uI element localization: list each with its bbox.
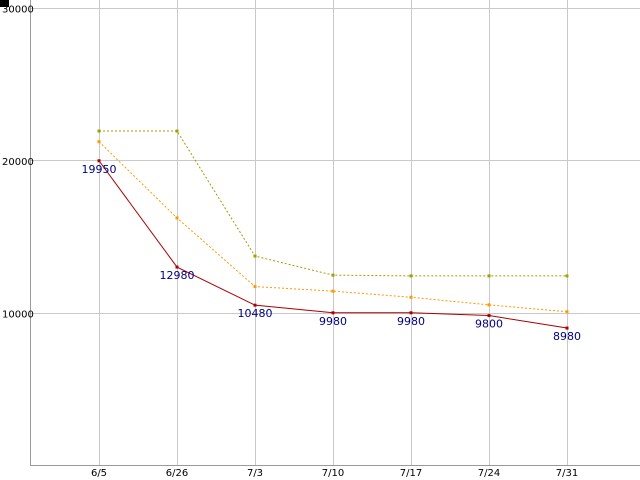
x-tick-label: 7/24: [478, 468, 500, 479]
price-orange-dashed-point-marker: [331, 289, 335, 293]
point-value-label: 19950: [82, 163, 117, 176]
x-tick-label: 7/10: [322, 468, 344, 479]
price-red-solid-point-marker: [487, 314, 491, 318]
y-tick-label: 20000: [2, 157, 34, 168]
price-orange-dashed-point-marker: [409, 295, 413, 299]
point-value-label: 8980: [553, 330, 581, 343]
point-value-label: 9800: [475, 318, 503, 331]
point-value-label: 10480: [238, 307, 273, 320]
price-olive-dashed-point-marker: [487, 274, 491, 278]
x-tick-label: 6/26: [166, 468, 188, 479]
price-olive-dashed-point-marker: [409, 274, 413, 278]
price-olive-dashed-point-marker: [331, 273, 335, 277]
price-orange-dashed-point-marker: [253, 285, 257, 289]
point-value-label: 9980: [319, 315, 347, 328]
price-olive-dashed-point-marker: [253, 254, 257, 258]
x-tick-label: 6/5: [91, 468, 107, 479]
point-value-label: 12980: [160, 269, 195, 282]
x-tick-label: 7/3: [247, 468, 263, 479]
price-olive-dashed-point-marker: [97, 129, 101, 133]
price-orange-dashed-point-marker: [565, 310, 569, 314]
price-red-solid-point-marker: [253, 303, 257, 307]
y-tick-label: 30000: [2, 5, 34, 16]
price-red-solid-point-marker: [331, 311, 335, 315]
corner-marker: [0, 0, 9, 7]
price-olive-dashed-point-marker: [175, 129, 179, 133]
price-red-solid-point-marker: [565, 326, 569, 330]
point-value-label: 9980: [397, 315, 425, 328]
price-red-solid-point-marker: [97, 159, 101, 163]
x-tick-label: 7/31: [556, 468, 578, 479]
price-olive-dashed-point-marker: [565, 274, 569, 278]
x-tick-label: 7/17: [400, 468, 422, 479]
price-orange-dashed-point-marker: [97, 140, 101, 144]
price-red-solid-point-marker: [175, 265, 179, 269]
y-tick-label: 10000: [2, 310, 34, 321]
price-red-solid-point-marker: [409, 311, 413, 315]
price-orange-dashed-point-marker: [487, 303, 491, 307]
price-orange-dashed-point-marker: [175, 216, 179, 220]
